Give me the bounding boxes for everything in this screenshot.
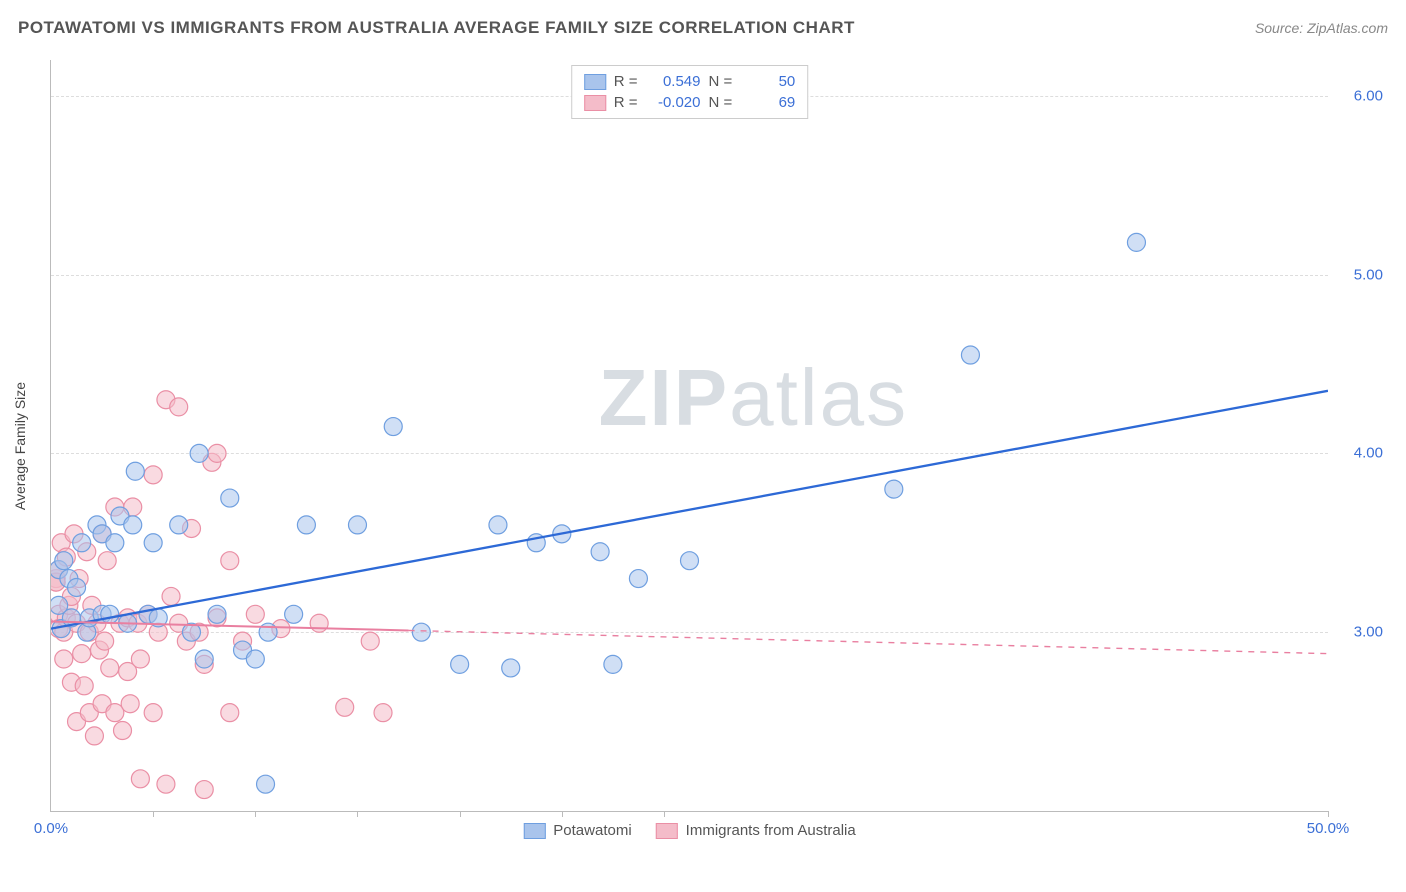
scatter-point-potawatomi [246,650,264,668]
scatter-point-potawatomi [221,489,239,507]
legend-item-potawatomi: Potawatomi [523,822,631,839]
scatter-point-australia [121,695,139,713]
scatter-point-potawatomi [297,516,315,534]
x-tick [460,811,461,817]
x-tick [562,811,563,817]
source-name: ZipAtlas.com [1307,20,1388,36]
scatter-point-potawatomi [257,775,275,793]
scatter-point-potawatomi [629,570,647,588]
scatter-point-potawatomi [591,543,609,561]
scatter-point-potawatomi [885,480,903,498]
x-tick [664,811,665,817]
scatter-point-australia [310,614,328,632]
scatter-point-potawatomi [489,516,507,534]
y-tick-label: 3.00 [1354,624,1383,641]
legend-swatch-australia [656,823,678,839]
scatter-point-potawatomi [190,444,208,462]
scatter-point-australia [246,605,264,623]
scatter-point-australia [374,704,392,722]
scatter-point-potawatomi [195,650,213,668]
scatter-point-potawatomi [1127,233,1145,251]
scatter-point-australia [85,727,103,745]
scatter-point-australia [75,677,93,695]
trend-line-potawatomi [51,391,1328,629]
trend-line-dashed-australia [409,630,1328,653]
scatter-point-australia [336,698,354,716]
scatter-point-potawatomi [68,578,86,596]
chart-header: POTAWATOMI VS IMMIGRANTS FROM AUSTRALIA … [18,18,1388,38]
source-attribution: Source: ZipAtlas.com [1255,20,1388,36]
n-value: 50 [740,73,795,90]
scatter-point-australia [131,650,149,668]
scatter-point-australia [101,659,119,677]
scatter-point-potawatomi [106,534,124,552]
scatter-point-australia [73,645,91,663]
scatter-point-potawatomi [502,659,520,677]
chart-container: Average Family Size ZIPatlas R = 0.549 N… [50,50,1388,842]
x-tick-max-label: 50.0% [1307,820,1350,837]
chart-title: POTAWATOMI VS IMMIGRANTS FROM AUSTRALIA … [18,18,855,38]
scatter-point-potawatomi [55,552,73,570]
y-tick-label: 6.00 [1354,87,1383,104]
scatter-point-australia [221,704,239,722]
legend-label: Potawatomi [553,822,631,839]
scatter-point-australia [98,552,116,570]
x-tick [357,811,358,817]
r-label: R = [614,94,638,111]
scatter-point-australia [144,704,162,722]
r-label: R = [614,73,638,90]
scatter-point-australia [221,552,239,570]
x-tick [1328,811,1329,817]
scatter-point-australia [361,632,379,650]
scatter-point-potawatomi [73,534,91,552]
scatter-point-australia [55,650,73,668]
n-label: N = [709,73,733,90]
n-label: N = [709,94,733,111]
scatter-point-potawatomi [170,516,188,534]
swatch-potawatomi [584,74,606,90]
scatter-point-australia [208,444,226,462]
scatter-point-potawatomi [412,623,430,641]
scatter-point-australia [157,775,175,793]
scatter-point-potawatomi [961,346,979,364]
x-tick [255,811,256,817]
scatter-point-potawatomi [101,605,119,623]
scatter-point-australia [131,770,149,788]
scatter-point-potawatomi [681,552,699,570]
legend-item-australia: Immigrants from Australia [656,822,856,839]
legend-label: Immigrants from Australia [686,822,856,839]
scatter-point-potawatomi [208,605,226,623]
scatter-point-australia [170,398,188,416]
source-prefix: Source: [1255,20,1303,36]
scatter-point-australia [96,632,114,650]
scatter-point-potawatomi [285,605,303,623]
y-axis-label: Average Family Size [12,382,28,510]
swatch-australia [584,95,606,111]
scatter-point-australia [114,722,132,740]
scatter-point-potawatomi [348,516,366,534]
plot-svg [51,60,1328,811]
scatter-point-potawatomi [384,418,402,436]
scatter-point-potawatomi [451,655,469,673]
r-value: -0.020 [646,94,701,111]
plot-area: ZIPatlas R = 0.549 N = 50 R = -0.020 N =… [50,60,1328,812]
legend-swatch-potawatomi [523,823,545,839]
y-tick-label: 5.00 [1354,266,1383,283]
scatter-point-potawatomi [604,655,622,673]
y-tick-label: 4.00 [1354,445,1383,462]
r-value: 0.549 [646,73,701,90]
x-tick-min-label: 0.0% [34,820,68,837]
scatter-point-australia [162,587,180,605]
stats-row-potawatomi: R = 0.549 N = 50 [584,71,796,92]
scatter-point-potawatomi [124,516,142,534]
scatter-point-potawatomi [144,534,162,552]
bottom-legend: Potawatomi Immigrants from Australia [523,822,855,839]
n-value: 69 [740,94,795,111]
x-tick [153,811,154,817]
stats-legend-box: R = 0.549 N = 50 R = -0.020 N = 69 [571,65,809,119]
scatter-point-australia [195,781,213,799]
stats-row-australia: R = -0.020 N = 69 [584,92,796,113]
scatter-point-australia [144,466,162,484]
scatter-point-potawatomi [126,462,144,480]
